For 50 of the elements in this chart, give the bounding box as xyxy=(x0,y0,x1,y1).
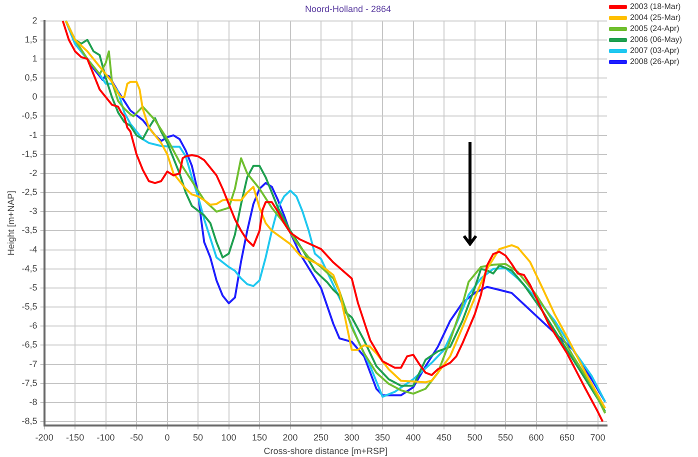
x-tick-label: 350 xyxy=(375,432,390,442)
x-tick-label: 150 xyxy=(252,432,268,442)
x-tick-label: 500 xyxy=(467,432,482,442)
x-tick-label: 550 xyxy=(498,432,514,442)
legend-label: 2006 (06-May) xyxy=(630,35,682,44)
x-axis-title: Cross-shore distance [m+RSP] xyxy=(264,446,388,456)
y-tick-label: 1,5 xyxy=(24,34,38,44)
x-tick-label: 250 xyxy=(314,432,329,442)
y-tick-label: -5 xyxy=(29,282,38,292)
x-tick-label: 600 xyxy=(528,432,544,442)
x-tick-label: -50 xyxy=(130,432,144,442)
y-tick-label: -2 xyxy=(29,168,38,178)
legend-label: 2004 (25-Mar) xyxy=(630,13,681,22)
x-tick-label: 50 xyxy=(193,432,204,442)
x-tick-label: 700 xyxy=(590,432,606,442)
y-tick-label: -7,5 xyxy=(22,378,38,388)
legend-label: 2007 (03-Apr) xyxy=(630,46,680,56)
x-tick-label: 200 xyxy=(282,432,298,442)
y-tick-label: -0,5 xyxy=(22,110,38,121)
legend-label: 2005 (24-Apr) xyxy=(630,24,680,34)
x-tick-label: -100 xyxy=(96,432,115,442)
x-tick-label: -200 xyxy=(35,432,54,442)
x-tick-label: -150 xyxy=(66,432,84,442)
y-tick-label: 0 xyxy=(32,92,38,102)
y-tick-label: 2 xyxy=(32,15,38,26)
y-tick-label: -4,5 xyxy=(22,263,38,274)
y-tick-label: -8 xyxy=(29,396,38,407)
chart-title: Noord-Holland - 2864 xyxy=(304,4,392,14)
y-tick-label: -2,5 xyxy=(22,187,38,198)
y-tick-label: -8,5 xyxy=(22,416,38,426)
y-tick-label: -3,5 xyxy=(22,225,38,236)
x-tick-label: 300 xyxy=(344,432,360,442)
y-tick-label: -3 xyxy=(29,206,38,216)
x-tick-label: 0 xyxy=(164,432,170,442)
y-tick-label: -4 xyxy=(29,244,38,254)
y-tick-label: -1 xyxy=(29,130,38,140)
legend-label: 2003 (18-Mar) xyxy=(630,2,681,12)
x-tick-label: 100 xyxy=(221,432,236,442)
y-tick-label: 0,5 xyxy=(24,72,38,83)
y-tick-label: -6 xyxy=(29,320,38,331)
x-tick-label: 450 xyxy=(436,432,452,442)
legend-label: 2008 (26-Apr) xyxy=(630,57,680,66)
y-tick-label: -7 xyxy=(29,358,38,369)
y-tick-label: -5,5 xyxy=(22,302,38,312)
y-axis-title: Height [m+NAP] xyxy=(6,190,16,256)
y-tick-label: -6,5 xyxy=(22,340,38,350)
x-tick-label: 400 xyxy=(406,432,421,442)
y-tick-label: 1 xyxy=(32,53,38,64)
x-tick-label: 650 xyxy=(559,432,575,442)
y-tick-label: -1,5 xyxy=(22,148,38,159)
